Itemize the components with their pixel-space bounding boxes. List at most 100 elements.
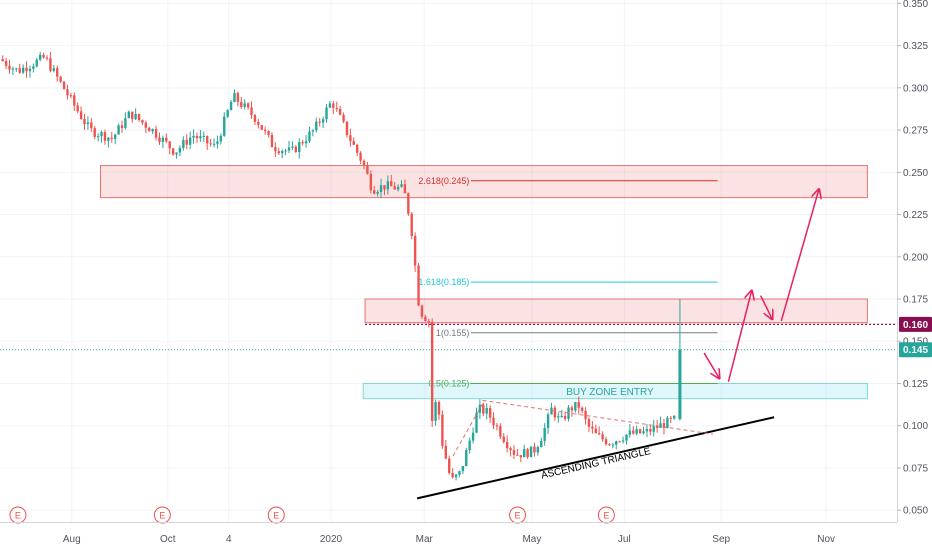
candle-body [485, 407, 488, 414]
candles [1, 51, 682, 481]
candle [332, 100, 335, 115]
candle [134, 108, 137, 121]
candle [519, 455, 522, 463]
fib-label: 1.618(0.185) [418, 277, 469, 287]
candle [366, 161, 369, 175]
candle [226, 109, 229, 119]
candle [580, 406, 584, 414]
time-tick-label: Sep [712, 534, 730, 545]
price-tick-label: 0.100 [903, 421, 928, 432]
candle [594, 424, 597, 434]
candle [424, 314, 427, 322]
candle [321, 116, 325, 129]
candle [672, 415, 676, 420]
candle-body [580, 407, 584, 411]
candle-body [652, 425, 655, 432]
candle-body [359, 152, 362, 161]
candle [151, 128, 154, 135]
candle [407, 192, 410, 216]
candle-body [635, 429, 638, 434]
candle-body [96, 136, 100, 138]
candle-body [505, 441, 509, 449]
price-tick-label: 0.075 [903, 463, 928, 474]
candle-body [28, 68, 32, 72]
candle-body [83, 118, 86, 125]
candle-body [502, 436, 505, 442]
candle [56, 65, 59, 82]
candle-body [182, 139, 185, 148]
candle [570, 405, 574, 417]
candle-body [168, 141, 171, 149]
candle [96, 133, 100, 142]
candle [287, 141, 291, 154]
price-tick-label: 0.325 [903, 41, 928, 52]
candle [124, 112, 127, 130]
candle-body [212, 143, 216, 145]
candle-body [4, 60, 8, 66]
earnings-label: E [159, 511, 165, 521]
price-tick-label: 0.175 [903, 295, 928, 306]
candle-body [253, 115, 257, 122]
candle [304, 135, 308, 148]
candle-body [263, 129, 267, 132]
earnings-marker[interactable]: E [9, 506, 27, 524]
projection-arrow[interactable] [759, 295, 773, 320]
candle-body [495, 425, 499, 427]
candle [8, 59, 11, 74]
candle [168, 140, 171, 155]
candle-body [413, 235, 417, 266]
candle [400, 180, 403, 188]
candle [284, 148, 287, 156]
candle [110, 131, 113, 143]
candle [260, 124, 263, 131]
projection-arrow[interactable] [780, 189, 819, 322]
candle-body [35, 59, 38, 67]
candle-body [62, 81, 66, 90]
earnings-marker[interactable]: E [267, 506, 285, 524]
triangle-support-line[interactable] [416, 416, 775, 500]
candle-body [488, 407, 492, 418]
fib-levels: 2.618(0.245) 1.618(0.185) 1(0.155) 0.5(0.12… [418, 176, 718, 388]
time-axis[interactable]: Aug Oct 4 2020 Mar May Jul Sep Nov [0, 522, 897, 546]
candle-body [512, 450, 516, 455]
zone-resistance-mid[interactable] [364, 298, 868, 324]
candle [335, 101, 338, 112]
candle-body [117, 125, 120, 135]
candle-body [430, 321, 434, 421]
candle-body [66, 89, 69, 96]
earnings-marker[interactable]: E [509, 506, 527, 524]
candle [209, 138, 212, 147]
earnings-marker[interactable]: E [597, 506, 615, 524]
price-tick-label: 0.050 [903, 506, 928, 517]
projection-arrow[interactable] [703, 352, 719, 378]
candle [52, 65, 56, 73]
candle [243, 99, 246, 110]
candle [100, 130, 103, 143]
candle [144, 120, 148, 134]
candle [291, 141, 294, 151]
candle-body [621, 440, 625, 442]
candle [529, 446, 533, 458]
candle [557, 412, 560, 423]
earnings-label: E [273, 511, 279, 521]
candle [113, 133, 117, 145]
candle-body [42, 54, 45, 58]
price-axis[interactable]: 0.350 0.325 0.300 0.275 0.250 0.225 0.200 0.175… [897, 0, 932, 550]
candle-body [49, 58, 52, 71]
candle [413, 232, 417, 272]
candle-body [202, 135, 205, 137]
candle-body [301, 142, 304, 144]
candle [73, 92, 76, 112]
time-tick-label: Oct [160, 534, 176, 545]
candle-body [243, 103, 246, 107]
candle [18, 63, 21, 74]
candle-body [386, 181, 390, 190]
triangle-resistance-line[interactable] [482, 399, 714, 435]
earnings-marker[interactable]: E [153, 506, 171, 524]
candle-body [417, 265, 420, 306]
zone-resistance-upper[interactable] [99, 165, 868, 199]
candle-body [1, 59, 4, 61]
projection-arrow[interactable] [727, 291, 751, 382]
candle-body [420, 305, 424, 317]
